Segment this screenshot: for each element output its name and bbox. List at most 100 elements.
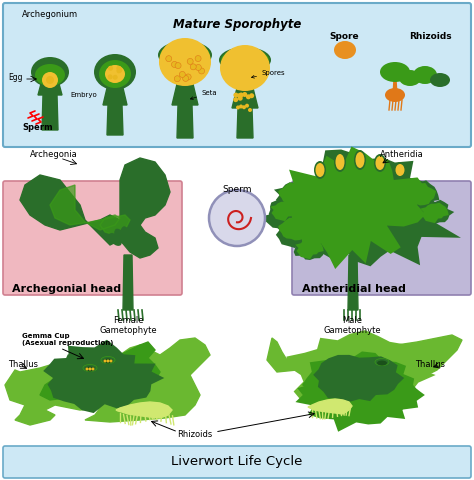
Ellipse shape (220, 45, 270, 91)
Circle shape (182, 75, 189, 82)
Ellipse shape (354, 150, 366, 170)
Ellipse shape (385, 88, 405, 102)
Circle shape (239, 105, 243, 108)
Ellipse shape (99, 60, 131, 88)
Circle shape (233, 97, 238, 102)
Polygon shape (38, 80, 62, 95)
Polygon shape (40, 342, 160, 400)
Text: Antheridial head: Antheridial head (302, 284, 406, 294)
Circle shape (89, 368, 91, 371)
Text: Liverwort Life Cycle: Liverwort Life Cycle (171, 456, 303, 468)
Circle shape (108, 74, 113, 79)
Polygon shape (302, 351, 419, 419)
Circle shape (242, 92, 247, 97)
Text: Embryo: Embryo (70, 92, 97, 98)
Polygon shape (295, 363, 425, 432)
Ellipse shape (120, 226, 130, 242)
Polygon shape (399, 180, 439, 213)
Ellipse shape (377, 360, 387, 365)
Circle shape (179, 72, 185, 77)
Circle shape (187, 59, 193, 64)
Ellipse shape (126, 226, 136, 242)
Text: Archegonial head: Archegonial head (12, 284, 121, 294)
Text: Antheridia: Antheridia (380, 150, 424, 159)
Ellipse shape (85, 367, 95, 372)
Polygon shape (419, 200, 454, 224)
Ellipse shape (375, 156, 384, 170)
Text: Spore: Spore (329, 32, 359, 41)
Ellipse shape (161, 40, 209, 84)
Polygon shape (52, 348, 137, 404)
Circle shape (117, 68, 121, 73)
Ellipse shape (83, 364, 97, 372)
Polygon shape (393, 80, 397, 95)
Polygon shape (260, 149, 461, 266)
Ellipse shape (158, 41, 212, 69)
Ellipse shape (219, 47, 271, 73)
Polygon shape (348, 255, 358, 310)
Polygon shape (42, 95, 58, 130)
Ellipse shape (314, 161, 326, 179)
Ellipse shape (380, 62, 410, 82)
Circle shape (248, 108, 252, 112)
Ellipse shape (131, 228, 142, 243)
FancyBboxPatch shape (292, 181, 471, 295)
Ellipse shape (221, 49, 269, 71)
Text: Male
Gametophyte: Male Gametophyte (323, 316, 381, 336)
Polygon shape (270, 201, 299, 221)
Circle shape (118, 68, 122, 72)
Ellipse shape (159, 38, 211, 86)
Ellipse shape (395, 164, 404, 176)
Polygon shape (237, 108, 253, 138)
Polygon shape (123, 255, 133, 310)
Circle shape (108, 66, 113, 71)
Polygon shape (50, 185, 130, 235)
Polygon shape (278, 182, 311, 205)
Polygon shape (5, 338, 210, 425)
Text: Rhizoids: Rhizoids (409, 32, 451, 41)
Text: Seta: Seta (191, 90, 218, 99)
Polygon shape (177, 105, 193, 138)
Polygon shape (20, 175, 125, 245)
Circle shape (46, 76, 54, 84)
Circle shape (246, 94, 251, 99)
FancyBboxPatch shape (3, 3, 471, 147)
Text: Female
Gametophyte: Female Gametophyte (99, 316, 157, 336)
FancyBboxPatch shape (3, 181, 182, 295)
Circle shape (166, 56, 172, 61)
Text: Mature Sporophyte: Mature Sporophyte (173, 18, 301, 31)
Polygon shape (232, 88, 258, 108)
Text: Thallus: Thallus (415, 360, 445, 369)
Polygon shape (274, 180, 314, 213)
Ellipse shape (316, 163, 325, 177)
Circle shape (238, 93, 244, 97)
Polygon shape (284, 146, 426, 269)
Circle shape (242, 105, 246, 109)
Ellipse shape (135, 233, 147, 246)
Ellipse shape (413, 66, 437, 84)
Circle shape (113, 75, 118, 80)
Polygon shape (403, 182, 436, 205)
Ellipse shape (114, 228, 125, 243)
Ellipse shape (394, 162, 406, 178)
Text: Rhizoids: Rhizoids (177, 430, 213, 439)
Ellipse shape (375, 359, 389, 365)
Circle shape (245, 104, 249, 108)
Ellipse shape (101, 357, 115, 363)
Text: Sperm: Sperm (222, 185, 252, 194)
Text: Sperm: Sperm (22, 123, 53, 132)
Circle shape (174, 76, 180, 82)
Ellipse shape (160, 43, 210, 67)
Circle shape (107, 360, 109, 362)
Text: Spores: Spores (252, 70, 286, 78)
Ellipse shape (109, 233, 122, 246)
Circle shape (195, 64, 201, 71)
Ellipse shape (336, 154, 345, 170)
Circle shape (103, 360, 107, 362)
Text: Gemma Cup
(Asexual reproduction): Gemma Cup (Asexual reproduction) (22, 333, 113, 346)
Ellipse shape (35, 64, 65, 86)
Ellipse shape (334, 41, 356, 59)
Polygon shape (269, 198, 304, 222)
Polygon shape (420, 203, 449, 223)
Circle shape (237, 93, 242, 98)
